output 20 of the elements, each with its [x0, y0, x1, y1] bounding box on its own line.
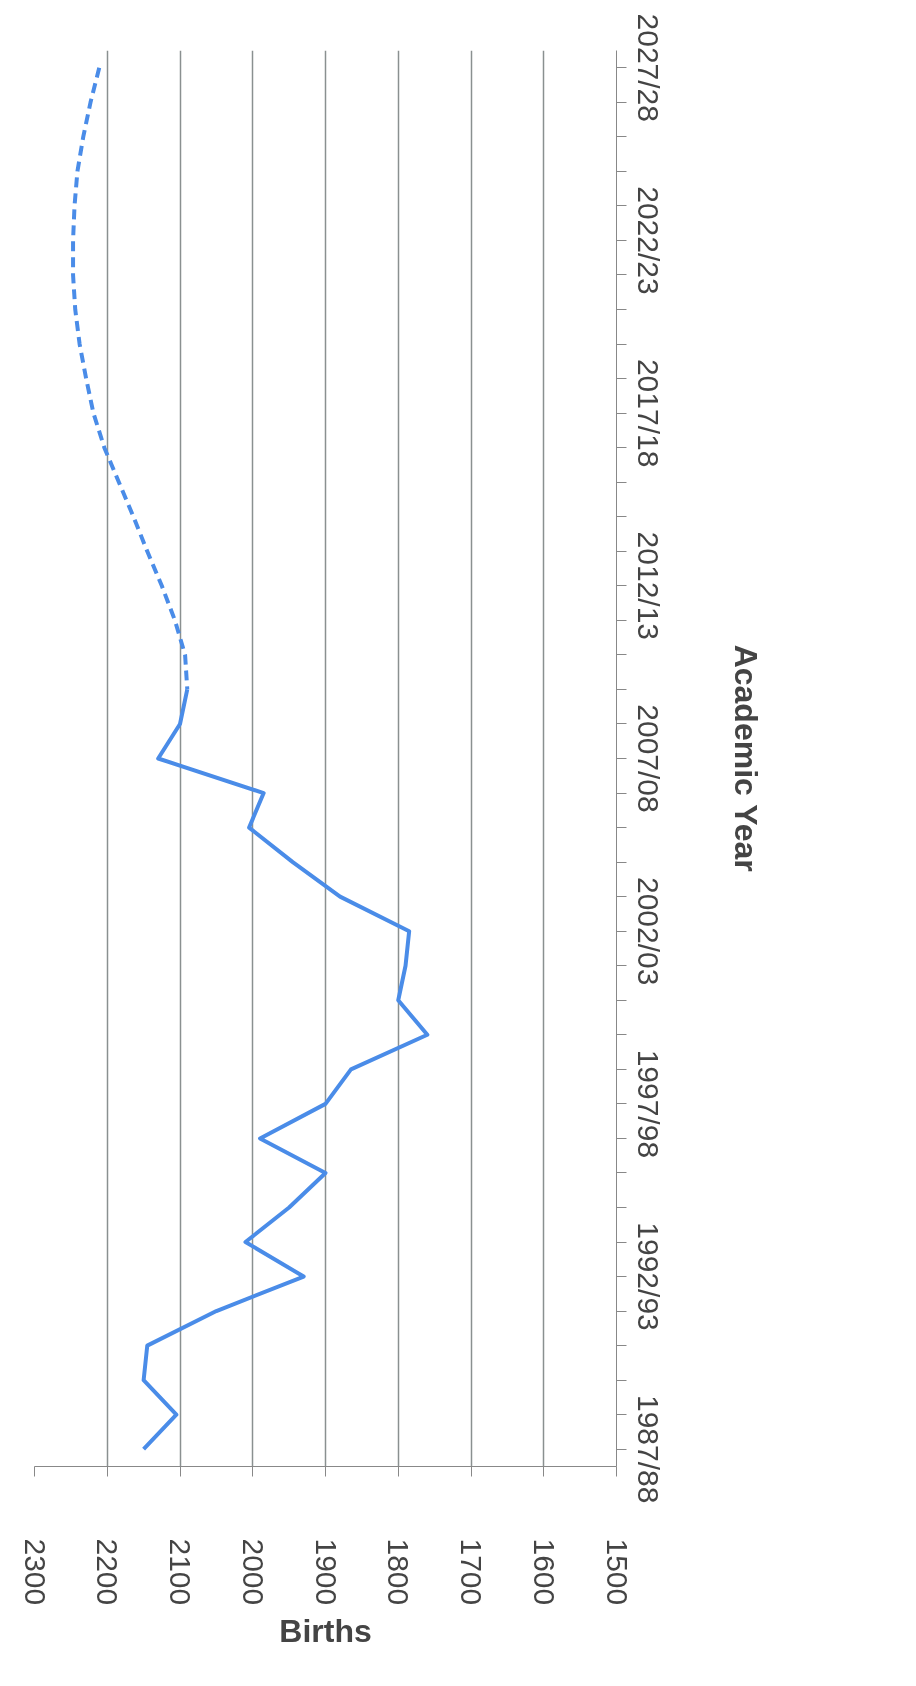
y-tick-label: 2007/08: [631, 704, 665, 813]
x-tick-label: 2300: [18, 1538, 52, 1606]
y-tick-label: 2017/18: [631, 358, 665, 468]
y-tick-label: 1997/98: [631, 1049, 665, 1159]
y-tick-label: 2022/23: [631, 186, 665, 295]
x-tick-label: 2200: [91, 1538, 125, 1606]
x-tick-label: 2100: [164, 1538, 197, 1606]
x-tick-label: 1700: [455, 1538, 488, 1606]
x-tick-label: 1500: [600, 1538, 634, 1606]
y-axis-title: Academic Year: [727, 644, 764, 872]
x-tick-label: 1800: [382, 1538, 416, 1606]
x-axis-title: Births: [279, 1613, 372, 1650]
x-tick-label: 1900: [309, 1538, 343, 1606]
x-tick-label: 1600: [527, 1538, 561, 1606]
y-tick-label: 1987/88: [631, 1395, 665, 1504]
x-tick-label: 2000: [236, 1538, 270, 1606]
y-tick-label: 2027/28: [631, 13, 665, 122]
y-tick-label: 1992/93: [631, 1222, 665, 1331]
y-tick-label: 2002/03: [631, 876, 665, 986]
y-tick-label: 2012/13: [631, 531, 665, 641]
